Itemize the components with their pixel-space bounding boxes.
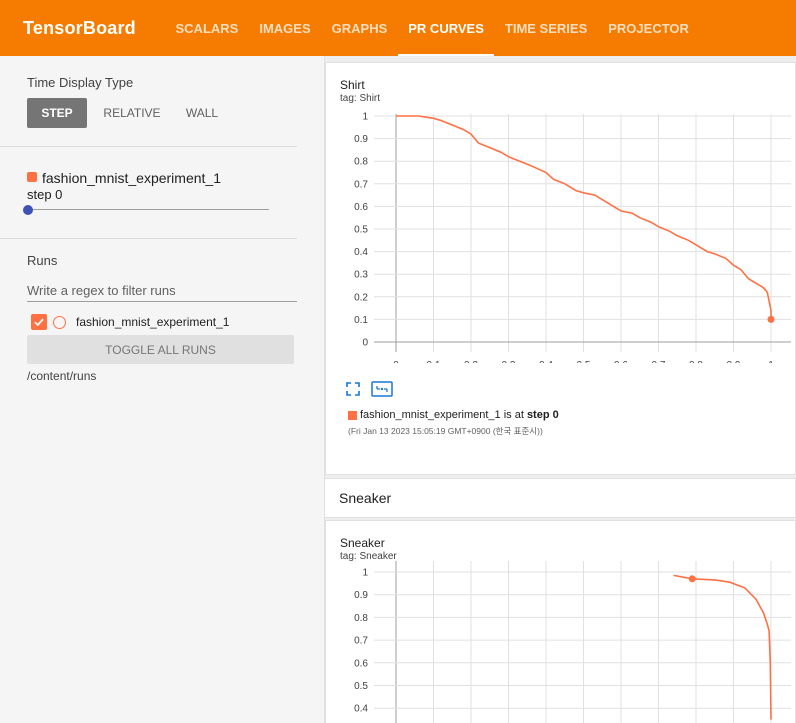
top-toolbar: TensorBoard SCALARS IMAGES GRAPHS PR CUR… bbox=[0, 0, 796, 56]
card-tag: tag: Shirt bbox=[340, 93, 381, 104]
tag-group-header-sneaker[interactable]: Sneaker bbox=[324, 478, 796, 518]
run-filter-input[interactable] bbox=[27, 280, 297, 302]
card-title: Sneaker bbox=[340, 536, 385, 550]
runs-title: Runs bbox=[27, 253, 58, 268]
x-tick-label: 0.9 bbox=[727, 360, 741, 363]
y-tick-label: 0.5 bbox=[354, 681, 368, 692]
divider bbox=[0, 238, 297, 239]
main-content: 0 0.1 0.2 0.3 0.4 0.5 0.6 0.7 0.8 0.9 1 0 0.1 0.2 0.3 0… bbox=[324, 56, 796, 723]
log-directory: /content/runs bbox=[27, 369, 97, 383]
series-line bbox=[396, 115, 772, 320]
time-display-toggle: STEP RELATIVE WALL bbox=[27, 98, 227, 128]
card-title: Shirt bbox=[340, 78, 365, 92]
series-line bbox=[673, 574, 772, 720]
divider bbox=[0, 146, 297, 147]
step-slider-thumb[interactable] bbox=[23, 205, 33, 215]
x-tick-label: 0.4 bbox=[539, 360, 553, 363]
data-point-marker bbox=[688, 575, 696, 583]
step-label: step 0 bbox=[27, 187, 63, 202]
step-mode-button[interactable]: STEP bbox=[27, 98, 87, 128]
y-tick-label: 0.8 bbox=[354, 157, 368, 168]
run-color-swatch bbox=[27, 172, 37, 182]
run-list-item: fashion_mnist_experiment_1 bbox=[31, 314, 229, 330]
run-color-picker[interactable] bbox=[53, 315, 66, 329]
pr-curve-chart-sneaker[interactable]: 1 0.9 0.8 0.7 0.6 0.5 0.4 bbox=[326, 521, 796, 723]
legend-swatch bbox=[348, 410, 357, 420]
step-slider-track[interactable] bbox=[28, 209, 269, 210]
y-tick-label: 0.9 bbox=[354, 134, 368, 145]
checkmark-icon bbox=[34, 318, 44, 327]
x-tick-label: 0.8 bbox=[689, 360, 703, 363]
y-tick-label: 1 bbox=[362, 568, 368, 579]
relative-mode-button[interactable]: RELATIVE bbox=[103, 106, 161, 120]
tab-graphs[interactable]: GRAPHS bbox=[331, 20, 388, 36]
y-tick-label: 0.4 bbox=[354, 704, 368, 715]
run-name: fashion_mnist_experiment_1 bbox=[76, 315, 230, 329]
x-tick-label: 0.1 bbox=[427, 360, 441, 363]
tab-projector[interactable]: PROJECTOR bbox=[608, 20, 689, 36]
time-display-title: Time Display Type bbox=[27, 75, 134, 90]
legend-timestamp: (Fri Jan 13 2023 15:05:19 GMT+0900 (한국 표… bbox=[348, 426, 543, 436]
chart-controls bbox=[346, 381, 393, 397]
card-tag: tag: Sneaker bbox=[340, 551, 397, 562]
sidebar: Time Display Type STEP RELATIVE WALL fas… bbox=[0, 56, 325, 723]
tab-images[interactable]: IMAGES bbox=[259, 20, 311, 36]
y-tick-label: 0.6 bbox=[354, 202, 368, 213]
y-tick-label: 0.1 bbox=[354, 315, 368, 326]
tab-pr-curves[interactable]: PR CURVES bbox=[397, 0, 495, 56]
y-tick-label: 0.7 bbox=[354, 636, 368, 647]
x-tick-label: 1 bbox=[768, 360, 774, 363]
legend-run-name: fashion_mnist_experiment_1 bbox=[360, 409, 501, 421]
legend-connector: is at bbox=[500, 409, 527, 421]
run-checkbox[interactable] bbox=[31, 314, 47, 330]
tab-scalars[interactable]: SCALARS bbox=[175, 20, 239, 36]
x-tick-label: 0.5 bbox=[577, 360, 591, 363]
toggle-all-runs-button[interactable]: TOGGLE ALL RUNS bbox=[27, 335, 294, 364]
y-tick-label: 0.3 bbox=[354, 270, 368, 281]
x-tick-label: 0 bbox=[393, 360, 399, 363]
app-title[interactable]: TensorBoard bbox=[23, 17, 136, 38]
run-step-title: fashion_mnist_experiment_1 bbox=[42, 170, 221, 186]
wall-mode-button[interactable]: WALL bbox=[185, 106, 219, 120]
x-tick-label: 0.7 bbox=[652, 360, 666, 363]
y-tick-label: 0.9 bbox=[354, 590, 368, 601]
pr-curve-chart-shirt[interactable]: 0 0.1 0.2 0.3 0.4 0.5 0.6 0.7 0.8 0.9 1 0 0.1 0.2 0.3 0… bbox=[326, 63, 796, 363]
pr-curve-card-shirt: 0 0.1 0.2 0.3 0.4 0.5 0.6 0.7 0.8 0.9 1 0 0.1 0.2 0.3 0… bbox=[325, 62, 796, 475]
y-tick-label: 0 bbox=[362, 338, 368, 349]
x-tick-label: 0.3 bbox=[502, 360, 516, 363]
y-tick-label: 0.2 bbox=[354, 292, 368, 303]
y-tick-label: 0.6 bbox=[354, 658, 368, 669]
y-tick-label: 0.7 bbox=[354, 179, 368, 190]
fit-domain-icon[interactable] bbox=[371, 381, 393, 397]
y-tick-label: 0.5 bbox=[354, 225, 368, 236]
plugin-tabs: SCALARS IMAGES GRAPHS PR CURVES TIME SER… bbox=[165, 0, 699, 56]
data-point-marker bbox=[767, 315, 775, 323]
legend-step: step 0 bbox=[526, 409, 559, 421]
y-tick-label: 0.4 bbox=[354, 247, 368, 258]
fullscreen-icon[interactable] bbox=[346, 382, 360, 396]
tab-time-series[interactable]: TIME SERIES bbox=[504, 20, 588, 36]
run-legend: fashion_mnist_experiment_1 is at step 0 bbox=[348, 409, 559, 421]
pr-curve-card-sneaker: 1 0.9 0.8 0.7 0.6 0.5 0.4 Sneaker tag: Sneaker bbox=[325, 520, 796, 723]
x-tick-label: 0.2 bbox=[464, 360, 478, 363]
x-tick-label: 0.6 bbox=[614, 360, 628, 363]
y-tick-label: 0.8 bbox=[354, 613, 368, 624]
y-tick-label: 1 bbox=[362, 112, 368, 123]
